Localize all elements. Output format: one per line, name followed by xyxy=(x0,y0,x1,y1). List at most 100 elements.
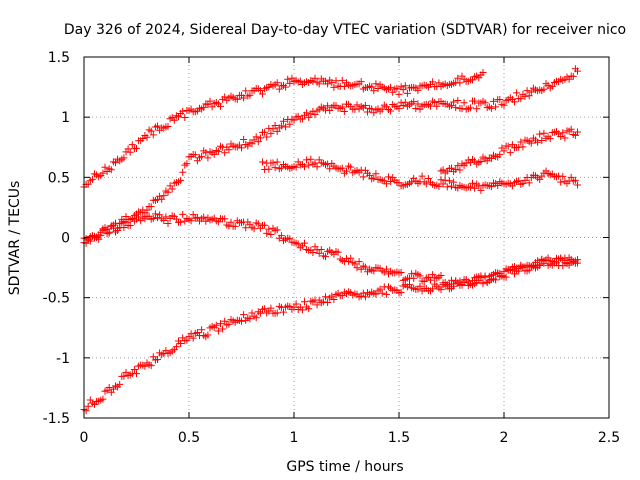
data-point xyxy=(187,217,195,225)
data-point xyxy=(448,276,455,284)
data-point xyxy=(158,195,166,203)
data-point xyxy=(481,99,489,107)
data-point xyxy=(330,83,338,91)
data-point xyxy=(105,384,113,392)
data-point xyxy=(437,176,445,184)
data-point xyxy=(500,147,508,155)
data-point xyxy=(204,101,212,109)
data-point xyxy=(210,150,218,158)
data-point xyxy=(177,340,185,348)
data-point xyxy=(154,122,161,130)
data-point xyxy=(208,103,216,111)
data-point xyxy=(217,102,224,110)
data-point xyxy=(252,314,260,322)
data-point xyxy=(569,72,577,80)
data-point xyxy=(452,104,460,112)
data-point xyxy=(540,129,548,137)
data-point xyxy=(240,136,248,144)
data-point xyxy=(534,138,542,146)
data-point xyxy=(527,88,535,96)
data-point xyxy=(397,288,405,296)
data-point xyxy=(149,215,157,223)
data-point xyxy=(227,218,235,226)
data-point xyxy=(179,168,187,176)
data-point xyxy=(441,176,449,184)
data-point xyxy=(340,108,348,116)
data-point xyxy=(471,184,479,192)
data-point xyxy=(487,183,495,191)
data-point xyxy=(559,262,567,270)
data-point xyxy=(471,97,479,105)
data-point xyxy=(519,143,527,151)
data-point xyxy=(424,174,432,182)
data-point xyxy=(395,90,403,98)
data-point xyxy=(500,273,508,281)
data-point xyxy=(309,249,317,257)
data-point xyxy=(259,90,266,98)
data-point xyxy=(343,167,350,175)
data-point xyxy=(395,105,403,113)
data-point xyxy=(521,263,529,271)
data-point xyxy=(120,372,128,380)
data-point xyxy=(353,264,361,272)
data-point xyxy=(361,102,369,110)
data-point xyxy=(130,365,138,373)
data-point xyxy=(437,271,445,279)
data-point xyxy=(422,180,430,188)
x-tick-label: 1 xyxy=(290,430,299,446)
data-point xyxy=(128,141,136,149)
data-point xyxy=(133,144,140,152)
data-point xyxy=(515,177,523,185)
data-point xyxy=(450,98,458,106)
data-point xyxy=(193,213,201,221)
data-point xyxy=(571,176,579,184)
data-point xyxy=(179,107,187,115)
data-point xyxy=(179,210,187,218)
data-point xyxy=(332,77,340,85)
data-point xyxy=(429,285,437,293)
data-point xyxy=(282,83,290,91)
data-point xyxy=(313,301,321,309)
data-point xyxy=(416,272,424,280)
data-point xyxy=(254,220,262,228)
data-point xyxy=(265,124,273,132)
data-point xyxy=(338,76,346,84)
data-point xyxy=(133,370,140,378)
data-point xyxy=(263,133,271,141)
series-4 xyxy=(80,254,581,415)
data-point xyxy=(490,97,497,105)
data-point xyxy=(221,149,229,157)
data-point xyxy=(536,130,544,138)
data-point xyxy=(298,306,306,314)
data-point xyxy=(198,152,206,160)
data-point xyxy=(177,176,185,184)
data-point xyxy=(105,229,113,237)
data-point xyxy=(126,148,134,156)
data-point xyxy=(563,256,571,264)
series-2 xyxy=(80,65,581,244)
data-point xyxy=(250,225,258,233)
series-1 xyxy=(80,68,487,191)
data-point xyxy=(525,266,533,274)
data-point xyxy=(485,277,493,285)
data-point xyxy=(437,286,445,294)
data-point xyxy=(458,105,466,113)
data-point xyxy=(231,222,239,230)
data-point xyxy=(450,282,458,290)
data-point xyxy=(233,95,241,103)
data-point xyxy=(387,83,395,91)
data-point xyxy=(301,163,308,171)
y-tick-label: 0 xyxy=(61,231,70,247)
data-point xyxy=(527,139,535,147)
data-point xyxy=(143,133,151,141)
data-point xyxy=(273,226,281,234)
data-point xyxy=(273,158,281,166)
data-point xyxy=(378,105,386,113)
data-point xyxy=(156,211,164,219)
data-point xyxy=(296,77,304,85)
data-point xyxy=(431,99,439,107)
y-tick-label: 1 xyxy=(61,110,70,126)
data-point xyxy=(374,84,382,92)
data-point xyxy=(97,231,105,239)
data-point xyxy=(303,156,311,164)
